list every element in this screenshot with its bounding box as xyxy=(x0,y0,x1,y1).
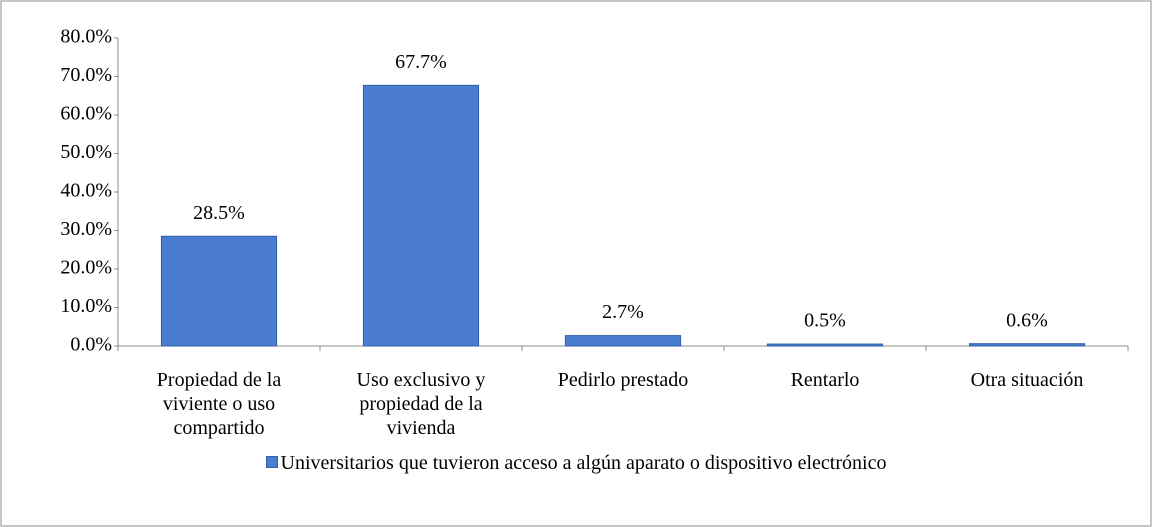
y-tick-label: 10.0% xyxy=(60,295,112,317)
y-tick-label: 40.0% xyxy=(60,180,112,202)
legend-label: Universitarios que tuvieron acceso a alg… xyxy=(280,452,887,474)
data-label: 67.7% xyxy=(395,51,447,73)
data-label: 0.6% xyxy=(1006,309,1048,331)
y-tick-label: 0.0% xyxy=(70,334,112,356)
x-tick-label: Propiedad de la viviente o uso compartid… xyxy=(156,369,282,439)
bar xyxy=(564,335,682,347)
bar xyxy=(362,84,480,347)
x-tick-label: Uso exclusivo y propiedad de la vivienda xyxy=(356,369,486,439)
y-tick-label: 30.0% xyxy=(60,218,112,240)
x-tick-label: Rentarlo xyxy=(790,369,860,391)
bar xyxy=(968,343,1086,347)
legend-swatch xyxy=(265,456,278,468)
y-tick-label: 80.0% xyxy=(60,26,112,48)
x-tick-label: Pedirlo prestado xyxy=(557,369,689,391)
legend: Universitarios que tuvieron acceso a alg… xyxy=(0,452,1152,475)
bar xyxy=(766,343,884,347)
data-label: 2.7% xyxy=(602,301,644,323)
y-tick-label: 70.0% xyxy=(60,64,112,86)
data-label: 0.5% xyxy=(804,310,846,332)
bar xyxy=(160,235,278,347)
y-tick-label: 50.0% xyxy=(60,141,112,163)
x-tick-label: Otra situación xyxy=(970,369,1084,391)
y-tick-label: 60.0% xyxy=(60,103,112,125)
data-label: 28.5% xyxy=(193,202,245,224)
y-tick-label: 20.0% xyxy=(60,257,112,279)
